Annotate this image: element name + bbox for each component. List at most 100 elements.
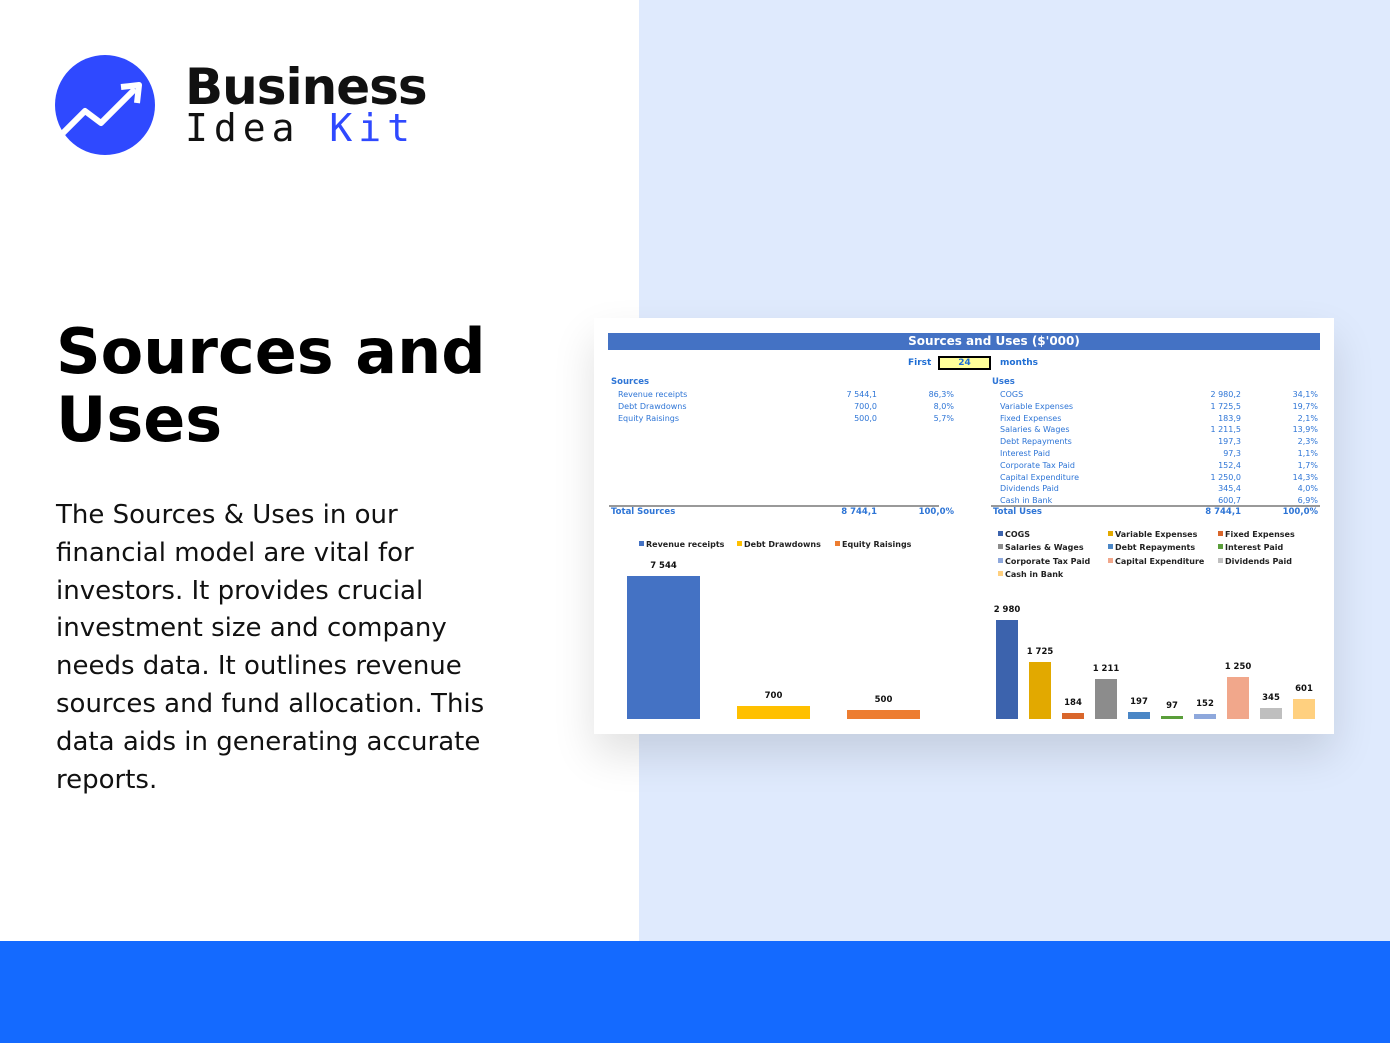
row-name: Dividends Paid [1000, 484, 1059, 494]
legend-item: Capital Expenditure [1108, 557, 1204, 566]
bar [1293, 699, 1315, 719]
legend-item: Debt Drawdowns [737, 540, 821, 549]
uses-row: Debt Repayments 197,3 2,3% [993, 436, 1320, 448]
uses-row: Corporate Tax Paid 152,4 1,7% [993, 460, 1320, 472]
legend-swatch [1218, 557, 1223, 563]
uses-row: Salaries & Wages 1 211,5 13,9% [993, 424, 1320, 436]
row-percent: 19,7% [1292, 401, 1318, 411]
sources-total-row: Total Sources 8 744,1 100,0% [609, 505, 954, 518]
bottom-band [0, 941, 1390, 1043]
bar [1194, 713, 1216, 719]
total-name: Total Sources [611, 507, 676, 517]
row-name: Cash in Bank [1000, 496, 1053, 506]
legend-swatch [998, 544, 1003, 550]
months-label: months [1000, 358, 1039, 368]
row-percent: 2,3% [1297, 437, 1318, 447]
legend-label: Interest Paid [1225, 543, 1284, 553]
data-label: 1 725 [1026, 646, 1054, 657]
row-value: 1 250,0 [1210, 472, 1241, 482]
row-percent: 14,3% [1292, 472, 1318, 482]
uses-row: Dividends Paid 345,4 4,0% [993, 483, 1320, 495]
row-value: 700,0 [854, 401, 877, 411]
data-label: 1 211 [1092, 663, 1120, 674]
legend-item: Dividends Paid [1218, 557, 1292, 566]
data-label: 700 [764, 690, 783, 701]
spreadsheet-card: Sources and Uses ($'000) First 24 months… [594, 318, 1334, 734]
legend-item: Revenue receipts [639, 540, 724, 549]
uses-row: Fixed Expenses 183,9 2,1% [993, 413, 1320, 425]
brand-subtitle: Idea Kit [185, 106, 416, 150]
legend-item: Corporate Tax Paid [998, 557, 1090, 566]
data-label: 345 [1262, 692, 1280, 703]
total-percent: 100,0% [1282, 507, 1318, 517]
legend-swatch [998, 570, 1003, 576]
data-label: 2 980 [993, 605, 1021, 615]
legend-label: Equity Raisings [842, 540, 912, 549]
row-value: 600,7 [1218, 496, 1241, 506]
legend-label: Debt Drawdowns [744, 540, 821, 549]
row-percent: 2,1% [1297, 413, 1318, 423]
data-label: 152 [1196, 698, 1214, 709]
legend-label: COGS [1005, 530, 1030, 539]
legend-label: Corporate Tax Paid [1005, 556, 1091, 566]
sources-label: Sources [611, 377, 650, 387]
bar [1062, 712, 1084, 719]
bar [627, 576, 700, 719]
legend-label: Variable Expenses [1115, 530, 1198, 539]
data-label: 601 [1295, 684, 1313, 695]
legend-label: Revenue receipts [646, 540, 725, 549]
brand-kit: Kit [329, 106, 417, 150]
row-percent: 6,9% [1297, 496, 1318, 506]
legend-swatch [998, 531, 1003, 536]
row-percent: 4,0% [1297, 484, 1318, 494]
uses-row: Variable Expenses 1 725,5 19,7% [993, 401, 1320, 413]
legend-swatch [1218, 531, 1223, 536]
legend-label: Dividends Paid [1225, 556, 1292, 566]
uses-row: Interest Paid 97,3 1,1% [993, 448, 1320, 460]
row-value: 183,9 [1218, 413, 1241, 423]
row-percent: 8,0% [933, 401, 954, 411]
row-value: 1 211,5 [1210, 425, 1241, 435]
data-label: 184 [1064, 697, 1082, 708]
first-label: First [908, 358, 932, 368]
row-name: Revenue receipts [618, 390, 688, 399]
legend-item: Equity Raisings [835, 540, 911, 549]
legend-swatch [1218, 544, 1223, 550]
legend-item: Variable Expenses [1108, 530, 1197, 539]
sources-row: Equity Raisings 500,0 5,7% [611, 413, 954, 425]
legend-swatch [835, 541, 840, 546]
bar [1260, 707, 1282, 719]
legend-item: Cash in Bank [998, 570, 1063, 579]
legend-swatch [998, 557, 1003, 563]
row-percent: 1,7% [1297, 460, 1318, 470]
row-name: Debt Repayments [1000, 437, 1072, 447]
brand-idea: Idea [185, 106, 301, 150]
row-value: 2 980,2 [1210, 390, 1241, 399]
row-name: Capital Expenditure [1000, 472, 1079, 482]
months-input[interactable]: 24 [938, 356, 991, 370]
row-value: 345,4 [1218, 484, 1241, 494]
legend-item: COGS [998, 530, 1030, 539]
legend-label: Fixed Expenses [1225, 530, 1295, 539]
row-name: Variable Expenses [1000, 401, 1074, 411]
row-value: 97,3 [1223, 449, 1241, 458]
uses-row: Capital Expenditure 1 250,0 14,3% [993, 472, 1320, 484]
row-name: Debt Drawdowns [618, 401, 687, 411]
description: The Sources & Uses in our financial mode… [56, 500, 485, 795]
row-value: 197,3 [1218, 437, 1241, 447]
legend-swatch [737, 541, 742, 546]
bar [1095, 678, 1117, 719]
row-percent: 1,1% [1297, 449, 1318, 458]
data-label: 500 [874, 694, 893, 705]
row-value: 500,0 [854, 413, 877, 423]
sources-row: Debt Drawdowns 700,0 8,0% [611, 401, 954, 413]
bar [1227, 677, 1249, 719]
total-value: 8 744,1 [841, 507, 877, 517]
data-label: 7 544 [650, 561, 677, 571]
row-value: 7 544,1 [846, 390, 877, 399]
legend-item: Salaries & Wages [998, 543, 1084, 552]
sources-row: Revenue receipts 7 544,1 86,3% [611, 389, 954, 401]
row-percent: 34,1% [1292, 390, 1318, 399]
row-name: Fixed Expenses [1000, 413, 1062, 423]
data-label: 1 250 [1224, 662, 1252, 673]
